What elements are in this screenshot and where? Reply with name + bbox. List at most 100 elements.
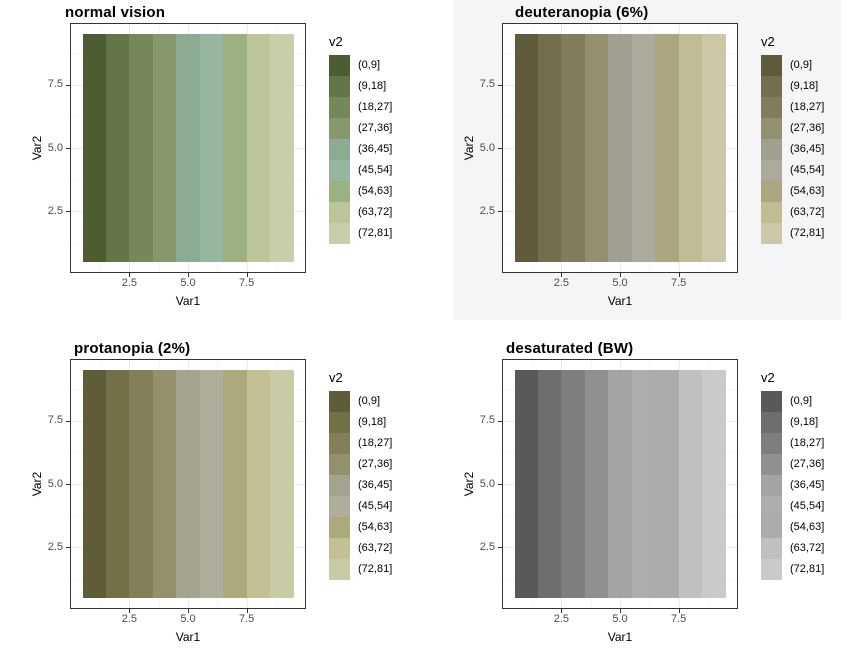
- y-axis-tick: [66, 148, 70, 149]
- heatmap-band-var1-1: [514, 370, 539, 598]
- y-axis-tick: [498, 420, 502, 422]
- figure-protanopia: protanopia (2%) 2.5 5.0 7.5 7.5 5.0 2.5 Var1 Var…: [21, 336, 409, 656]
- heatmap-band-var1-4: [152, 34, 177, 262]
- legend-label: (9,18]: [790, 416, 819, 428]
- legend-swatch: [761, 433, 782, 454]
- legend-label: (0,9]: [790, 395, 813, 407]
- legend-swatch: [329, 496, 350, 517]
- legend-swatch: [761, 559, 782, 580]
- plot-title: deuteranopia (6%): [515, 4, 649, 21]
- legend-label: (18,27]: [358, 437, 393, 449]
- panel-canvas: [71, 24, 305, 272]
- legend-title: v2: [329, 34, 343, 49]
- legend-swatch: [761, 97, 782, 118]
- panel-canvas: [71, 360, 305, 608]
- heatmap-band-var1-2: [537, 370, 562, 598]
- legend-label: (27,36]: [358, 122, 393, 134]
- legend-swatch: [329, 97, 350, 118]
- y-axis-tick: [66, 84, 70, 86]
- x-axis-tick: [620, 273, 621, 277]
- legend-swatch: [329, 538, 350, 559]
- legend-label: (18,27]: [358, 101, 393, 113]
- heatmap-band-var1-1: [82, 34, 107, 262]
- legend-label: (9,18]: [790, 80, 819, 92]
- plot-title: desaturated (BW): [506, 340, 634, 357]
- heatmap-band-var1-5: [176, 370, 201, 598]
- heatmap-band-var1-2: [537, 34, 562, 262]
- heatmap-band-var1-6: [631, 370, 656, 598]
- legend-label: (63,72]: [790, 542, 825, 554]
- heatmap-band-var1-1: [514, 34, 539, 262]
- legend-label: (27,36]: [790, 122, 825, 134]
- heatmap-band-var1-9: [270, 370, 294, 598]
- legend-swatch: [761, 538, 782, 559]
- legend-label: (45,54]: [358, 500, 393, 512]
- x-axis-tick-label: 7.5: [670, 613, 687, 625]
- x-axis-tick: [188, 609, 189, 613]
- y-axis-tick-label: 7.5: [47, 414, 63, 427]
- x-axis-tick: [129, 609, 131, 613]
- x-axis-tick: [188, 273, 189, 277]
- legend-label: (9,18]: [358, 80, 387, 92]
- y-axis-tick-label: 2.5: [479, 540, 495, 553]
- legend-swatch: [761, 496, 782, 517]
- y-axis-tick-label: 7.5: [479, 414, 495, 427]
- x-axis-tick: [561, 273, 563, 277]
- legend-swatch: [761, 181, 782, 202]
- y-axis-tick-label: 5.0: [47, 141, 63, 154]
- heatmap-band-var1-6: [199, 370, 224, 598]
- legend-label: (36,45]: [358, 479, 393, 491]
- legend-label: (54,63]: [358, 185, 393, 197]
- legend-label: (72,81]: [358, 563, 393, 575]
- legend-title: v2: [761, 370, 775, 385]
- legend-swatch: [329, 202, 350, 223]
- heatmap-band-var1-6: [199, 34, 224, 262]
- figure-normal-vision: normal vision 2.5 5.0 7.5 7.5 5.0 2.5 Var1 Var2 v…: [21, 0, 409, 320]
- y-axis-tick-label: 2.5: [47, 540, 63, 553]
- y-axis-tick-label: 5.0: [479, 141, 495, 154]
- legend-label: (63,72]: [358, 206, 393, 218]
- legend-swatch: [761, 160, 782, 181]
- legend-swatch: [329, 223, 350, 244]
- plot-panel: [502, 359, 738, 609]
- legend-swatch: [329, 475, 350, 496]
- heatmap-band-var1-8: [678, 370, 703, 598]
- panel-canvas: [503, 24, 737, 272]
- x-axis-tick-label: 7.5: [238, 277, 255, 289]
- x-axis-tick: [561, 609, 563, 613]
- x-axis-tick: [246, 273, 248, 277]
- legend-label: (63,72]: [790, 206, 825, 218]
- figure-desaturated: desaturated (BW) 2.5 5.0 7.5 7.5 5.0 2.5 Var1 Va…: [453, 336, 841, 656]
- legend-label: (45,54]: [790, 500, 825, 512]
- legend-swatch: [761, 391, 782, 412]
- legend-swatch: [761, 118, 782, 139]
- legend-label: (0,9]: [358, 59, 381, 71]
- legend-label: (63,72]: [358, 542, 393, 554]
- heatmap-band-var1-5: [176, 34, 201, 262]
- heatmap-band-var1-9: [702, 34, 726, 262]
- legend-swatch: [761, 139, 782, 160]
- plot-cell-deuteranopia: deuteranopia (6%) 2.5 5.0 7.5 7.5 5.0 2.5 Var1 V…: [432, 0, 864, 336]
- plot-cell-desaturated: desaturated (BW) 2.5 5.0 7.5 7.5 5.0 2.5 Var1 Va…: [432, 336, 864, 672]
- x-axis-tick-label: 7.5: [670, 277, 687, 289]
- heatmap-band-var1-7: [223, 34, 248, 262]
- legend-label: (36,45]: [790, 479, 825, 491]
- heatmap-band-var1-5: [608, 34, 633, 262]
- plot-cell-normal-vision: normal vision 2.5 5.0 7.5 7.5 5.0 2.5 Var1 Var2 v…: [0, 0, 432, 336]
- legend-label: (18,27]: [790, 437, 825, 449]
- x-axis-title: Var1: [607, 294, 633, 308]
- legend-label: (45,54]: [790, 164, 825, 176]
- x-axis-tick-label: 2.5: [553, 613, 570, 625]
- x-axis-tick: [678, 273, 680, 277]
- heatmap-band-var1-2: [105, 370, 130, 598]
- figure-deuteranopia: deuteranopia (6%) 2.5 5.0 7.5 7.5 5.0 2.5 Var1 V…: [453, 0, 841, 320]
- heatmap-band-var1-4: [584, 34, 609, 262]
- legend-swatch: [329, 118, 350, 139]
- x-axis-title: Var1: [175, 294, 201, 308]
- y-axis-tick-label: 2.5: [479, 204, 495, 217]
- heatmap-band-var1-6: [631, 34, 656, 262]
- y-axis-title: Var2: [462, 471, 476, 497]
- legend-label: (9,18]: [358, 416, 387, 428]
- legend-label: (0,9]: [790, 59, 813, 71]
